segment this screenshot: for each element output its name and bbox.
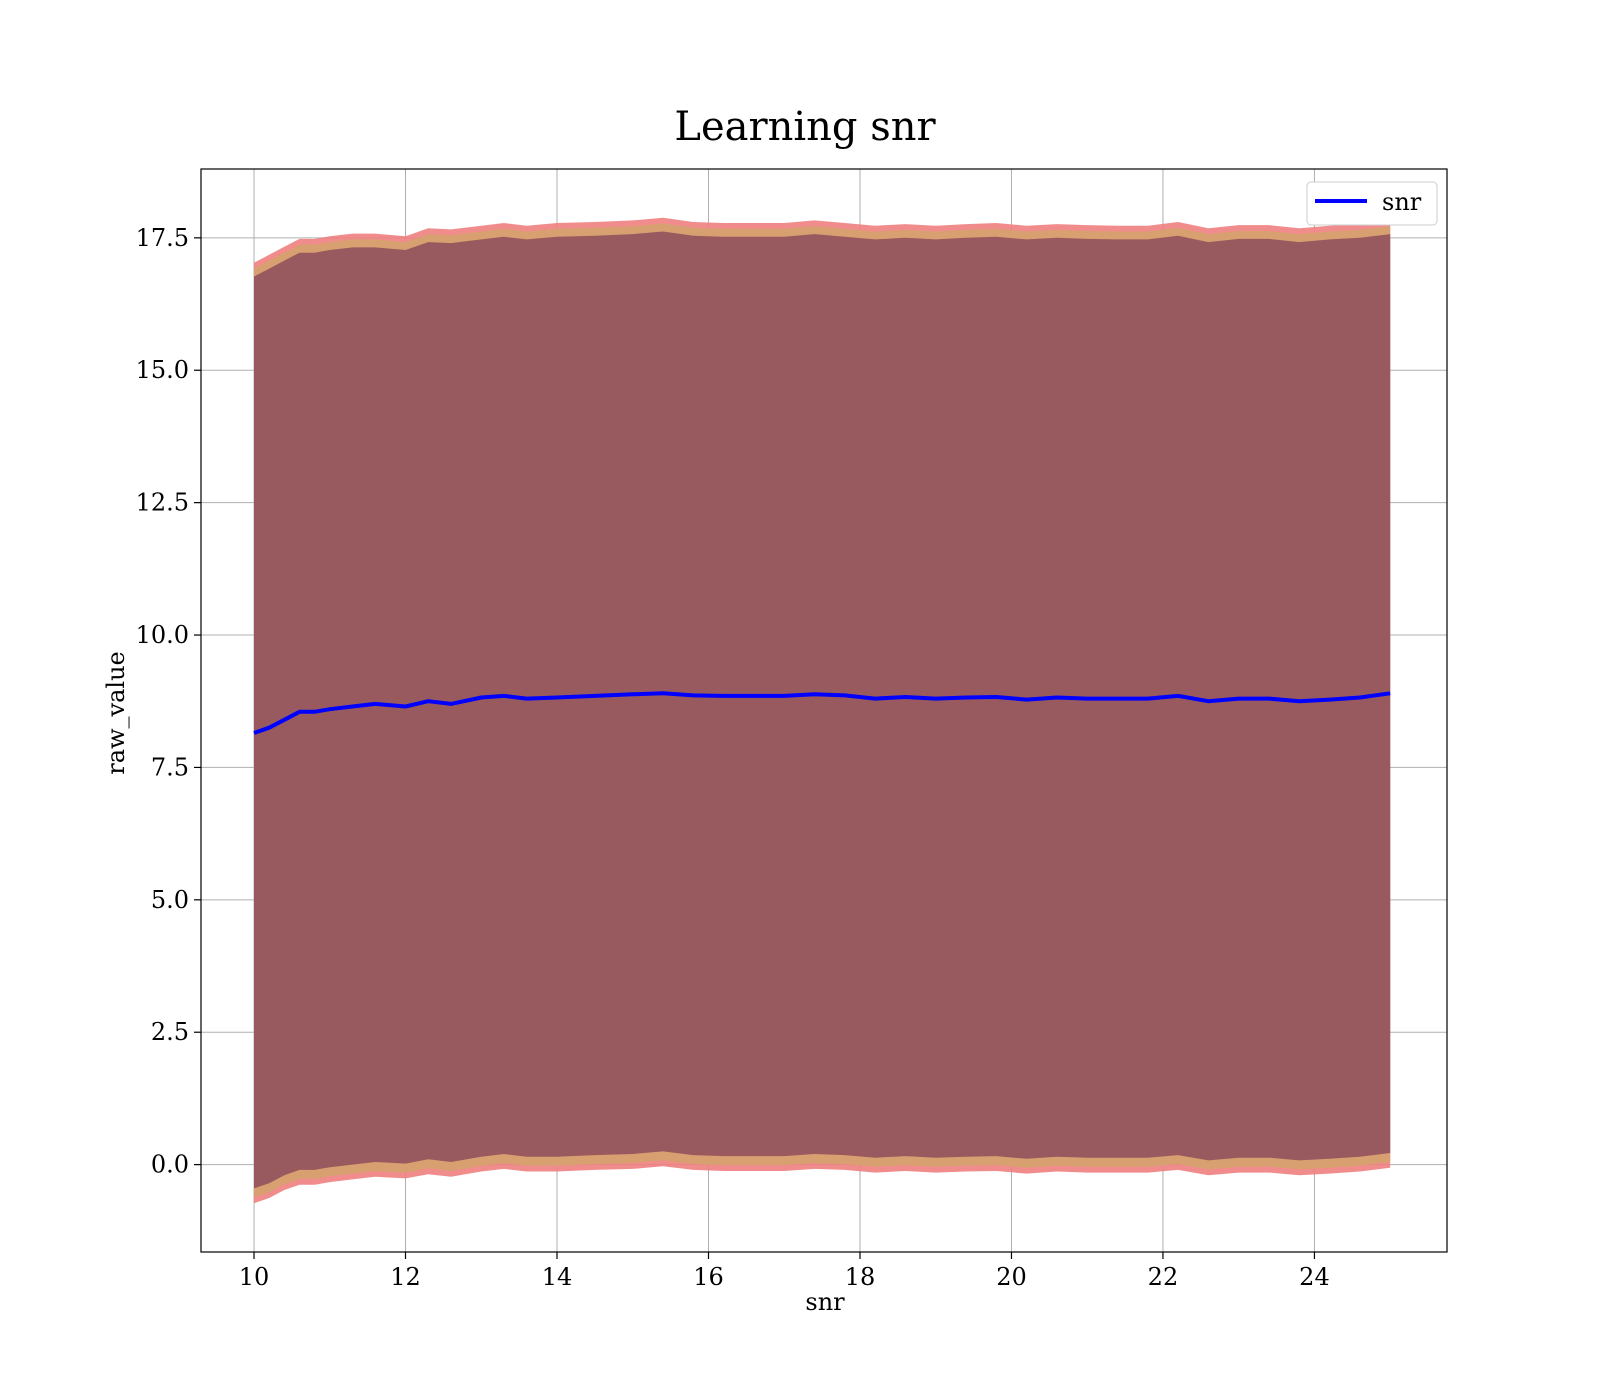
x-axis-label: snr (805, 1288, 845, 1316)
x-tick-label-3: 16 (693, 1263, 724, 1291)
x-tick-label-2: 14 (542, 1263, 573, 1291)
x-tick-label-0: 10 (239, 1263, 270, 1291)
y-axis-label: raw_value (102, 651, 130, 775)
chart-title: Learning snr (674, 104, 936, 150)
y-tick-label-0: 0.0 (151, 1151, 189, 1179)
y-tick-label-6: 15.0 (136, 356, 189, 384)
series-line-snr (253, 691, 1391, 735)
y-tick-label-1: 2.5 (151, 1018, 189, 1046)
legend-label-snr: snr (1382, 188, 1422, 216)
y-axis-ticks: 0.0 2.5 5.0 7.5 10.0 12.5 15.0 17.5 (136, 224, 201, 1179)
y-tick-label-7: 17.5 (136, 224, 189, 252)
x-tick-label-1: 12 (390, 1263, 421, 1291)
x-tick-label-7: 24 (1299, 1263, 1330, 1291)
y-tick-label-3: 7.5 (151, 753, 189, 781)
y-tick-label-4: 10.0 (136, 621, 189, 649)
legend: snr (1306, 181, 1438, 226)
plot-frame (200, 168, 1448, 1253)
legend-box (1306, 181, 1438, 226)
confidence-bands (254, 217, 1391, 1204)
x-tick-label-4: 18 (845, 1263, 876, 1291)
x-axis-ticks: 10 12 14 16 18 20 22 24 (239, 1252, 1330, 1291)
axes-border (200, 168, 1448, 1253)
band-main (254, 231, 1391, 1189)
y-tick-label-2: 5.0 (151, 886, 189, 914)
series-lines (253, 691, 1391, 735)
x-tick-label-5: 20 (996, 1263, 1027, 1291)
y-tick-label-5: 12.5 (136, 489, 189, 517)
x-tick-label-6: 22 (1148, 1263, 1179, 1291)
